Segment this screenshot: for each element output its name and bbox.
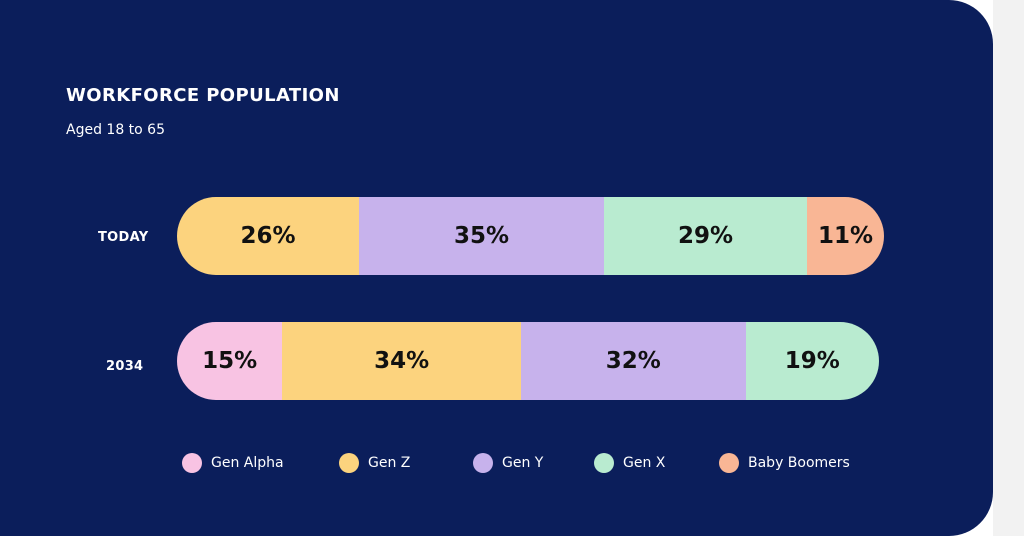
background-edge [993, 0, 1024, 536]
bar-segment-gen-z-2034: 34% [282, 322, 521, 400]
stacked-bar-today: 26% 35% 29% 11% [177, 197, 884, 275]
chart-subtitle: Aged 18 to 65 [66, 122, 165, 138]
data-label: 11% [817, 223, 874, 249]
stacked-bar-2034: 15% 34% 32% 19% [177, 322, 879, 400]
legend-label: Gen X [623, 455, 666, 471]
bar-segment-gen-x-today: 29% [604, 197, 807, 275]
legend-item-gen-y: Gen Y [473, 451, 543, 475]
bar-segment-gen-z-today: 26% [177, 197, 359, 275]
legend-item-baby-boomers: Baby Boomers [719, 451, 850, 475]
bar-segment-gen-alpha-2034: 15% [177, 322, 283, 400]
chart-legend: Gen Alpha Gen Z Gen Y Gen X Baby Boomers [0, 451, 1024, 475]
legend-swatch [719, 453, 739, 473]
legend-item-gen-alpha: Gen Alpha [182, 451, 284, 475]
legend-label: Gen Y [502, 455, 544, 471]
legend-swatch [339, 453, 359, 473]
data-label: 29% [677, 223, 734, 249]
bar-segment-gen-y-2034: 32% [520, 322, 746, 400]
bar-segment-gen-x-2034: 19% [745, 322, 879, 400]
data-label: 19% [784, 348, 840, 374]
legend-label: Baby Boomers [748, 455, 850, 471]
data-label: 26% [240, 223, 296, 249]
data-label: 32% [605, 348, 661, 374]
bar-segment-baby-boomers-today: 11% [807, 197, 884, 275]
data-label: 15% [202, 348, 258, 374]
legend-swatch [182, 453, 202, 473]
legend-item-gen-z: Gen Z [339, 451, 410, 475]
data-label: 34% [374, 348, 430, 374]
legend-label: Gen Alpha [211, 455, 284, 471]
row-label-today: TODAY [98, 230, 149, 245]
row-label-2034: 2034 [106, 359, 144, 374]
legend-swatch [473, 453, 493, 473]
data-label: 35% [453, 223, 510, 249]
bar-segment-gen-y-today: 35% [359, 197, 604, 275]
legend-label: Gen Z [368, 455, 411, 471]
legend-item-gen-x: Gen X [594, 451, 665, 475]
legend-swatch [594, 453, 614, 473]
chart-title: WORKFORCE POPULATION [66, 85, 340, 106]
